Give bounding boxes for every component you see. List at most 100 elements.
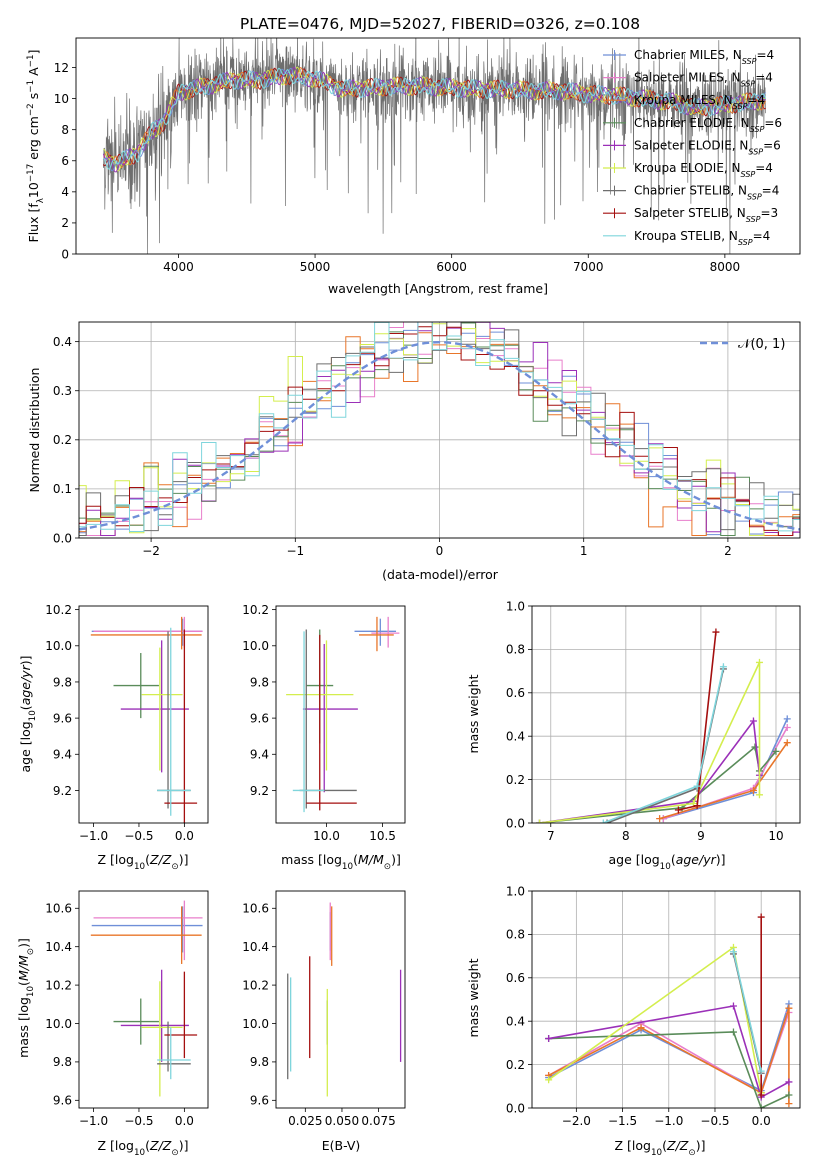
y-axis-label: mass weight xyxy=(466,958,481,1037)
legend-label: Chabrier MILES, NSSP=4 xyxy=(634,48,774,66)
x-axis-label: Z [log10(Z/Z⊙)] xyxy=(615,1138,706,1158)
y-axis-label: age [log10(age/yr)] xyxy=(18,655,38,772)
data-point xyxy=(785,1078,793,1086)
y-tick-label: 0.1 xyxy=(53,482,72,496)
x-tick-label: −1.0 xyxy=(654,1114,683,1128)
y-tick-label: 9.2 xyxy=(53,784,72,798)
x-tick-label: 8 xyxy=(622,829,630,843)
y-tick-label: 9.8 xyxy=(250,675,269,689)
axes-frame xyxy=(78,605,209,824)
x-tick-label: 10.5 xyxy=(369,829,396,843)
y-axis-label: mass weight xyxy=(466,674,481,753)
data-point xyxy=(755,658,763,666)
mass-vs-Z-errorbars xyxy=(90,900,203,1097)
axes-frame xyxy=(78,890,209,1109)
y-tick-label: 0.2 xyxy=(53,433,72,447)
y-tick-label: 10.6 xyxy=(45,902,72,916)
x-axis-label: E(B-V) xyxy=(322,1138,361,1153)
data-point xyxy=(693,802,701,810)
axes-frame xyxy=(275,890,406,1109)
legend-label: Salpeter MILES, NSSP=4 xyxy=(634,71,773,89)
x-axis-label: Z [log10(Z/Z⊙)] xyxy=(98,852,189,872)
y-tick-label: 10.0 xyxy=(45,639,72,653)
histogram-series xyxy=(79,322,800,532)
histogram-series xyxy=(79,326,800,536)
data-point xyxy=(783,739,791,747)
y-tick-label: 0.8 xyxy=(506,928,525,942)
age-vs-Z-errorbars xyxy=(90,616,203,823)
x-tick-label: −1.5 xyxy=(608,1114,637,1128)
x-tick-label: −2 xyxy=(142,544,160,558)
x-tick-label: −1.0 xyxy=(79,1114,108,1128)
x-tick-label: 0.025 xyxy=(288,1114,322,1128)
data-point xyxy=(757,1104,765,1108)
y-tick-label: 8 xyxy=(61,123,69,137)
model-spectrum xyxy=(102,67,767,170)
y-tick-label: 2 xyxy=(61,216,69,230)
axes-frame xyxy=(275,605,406,824)
y-tick-label: 0.0 xyxy=(506,1101,525,1115)
x-axis-label: age [log10(age/yr)] xyxy=(608,852,725,872)
x-axis-label: Z [log10(Z/Z⊙)] xyxy=(98,1138,189,1158)
x-tick-label: −0.5 xyxy=(124,829,153,843)
x-tick-label: 5000 xyxy=(300,260,331,274)
y-tick-label: 9.4 xyxy=(53,748,72,762)
axes-frame xyxy=(531,605,801,824)
spectrum-axes: 4000 5000 6000 7000 8000 0 2 4 6 8 10 12 xyxy=(54,61,740,274)
x-tick-label: 2 xyxy=(724,544,732,558)
y-tick-label: 1.0 xyxy=(506,884,525,898)
x-tick-label: 0.050 xyxy=(325,1114,359,1128)
spectrum-lines xyxy=(102,38,767,254)
x-tick-label: −0.5 xyxy=(700,1114,729,1128)
x-tick-label: 7 xyxy=(547,829,555,843)
data-point xyxy=(599,819,607,823)
x-tick-label: 10.0 xyxy=(313,829,340,843)
y-tick-label: 9.6 xyxy=(250,1094,269,1108)
y-tick-label: 9.2 xyxy=(250,784,269,798)
legend-label: Chabrier ELODIE, NSSP=6 xyxy=(634,116,782,134)
data-point xyxy=(772,747,780,755)
data-point xyxy=(749,786,757,794)
x-tick-label: −1.0 xyxy=(79,829,108,843)
data-point xyxy=(755,791,763,799)
x-tick-label: 0.075 xyxy=(361,1114,395,1128)
data-point xyxy=(729,1002,737,1010)
y-tick-label: 0.6 xyxy=(506,971,525,985)
y-tick-label: 0.0 xyxy=(53,531,72,545)
legend-label: Kroupa STELIB, NSSP=4 xyxy=(634,229,770,247)
data-point xyxy=(749,717,757,725)
massweight-vs-Z-lines xyxy=(545,913,793,1108)
mass-vs-Z-axes: −1.0 −0.5 0.0 9.6 9.8 10.0 10.2 10.4 10.6 xyxy=(45,902,194,1128)
y-tick-label: 0 xyxy=(61,247,69,261)
data-point xyxy=(729,1028,737,1036)
y-tick-label: 10.4 xyxy=(242,940,269,954)
model-spectrum xyxy=(102,67,767,169)
axes-frame xyxy=(75,37,801,255)
y-tick-label: 0.8 xyxy=(506,643,525,657)
weight-series xyxy=(603,666,725,823)
data-point xyxy=(783,715,791,723)
data-point xyxy=(783,724,791,732)
x-tick-label: −0.5 xyxy=(124,1114,153,1128)
x-tick-label: 0.0 xyxy=(175,829,194,843)
spectrum-legend: Chabrier MILES, NSSP=4 Salpeter MILES, NS… xyxy=(603,48,782,246)
mass-vs-EBV-axes: 0.025 0.050 0.075 9.6 9.8 10.0 10.2 10.4 10.6 xyxy=(242,902,396,1128)
histograms xyxy=(79,322,800,536)
mass-vs-EBV-errorbars xyxy=(287,902,402,1097)
y-tick-label: 4 xyxy=(61,185,69,199)
y-tick-label: 10.0 xyxy=(242,1017,269,1031)
y-tick-label: 9.8 xyxy=(250,1055,269,1069)
y-tick-label: 0.4 xyxy=(53,335,72,349)
y-tick-label: 0.4 xyxy=(506,1015,525,1029)
data-point xyxy=(719,663,727,671)
data-point xyxy=(693,782,701,790)
weight-series xyxy=(732,951,762,1072)
data-point xyxy=(785,1100,793,1108)
normal-curve xyxy=(79,340,800,531)
data-point xyxy=(757,1067,765,1075)
data-point xyxy=(656,815,664,823)
massweight-vs-age-lines xyxy=(536,628,791,823)
weight-series xyxy=(548,1031,790,1108)
age-vs-mass-axes: 10.0 10.5 9.2 9.4 9.6 9.8 10.0 10.2 xyxy=(242,603,396,843)
